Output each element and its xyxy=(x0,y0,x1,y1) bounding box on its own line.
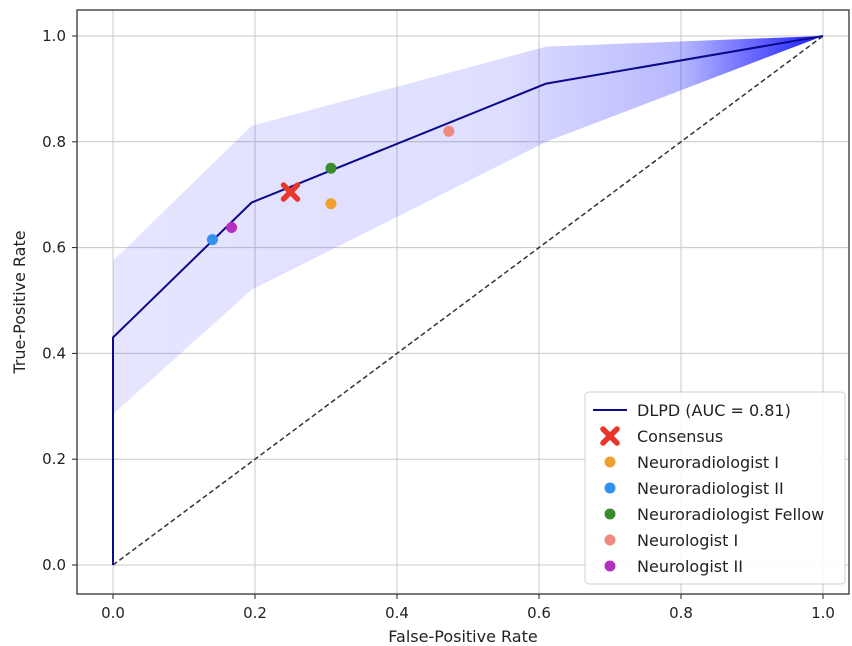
y-tick-label: 1.0 xyxy=(42,27,66,45)
x-axis-ticks: 0.0 0.2 0.4 0.6 0.8 1.0 xyxy=(101,594,835,622)
legend-swatch-neurologist-ii xyxy=(604,560,616,572)
legend: DLPD (AUC = 0.81) Consensus Neuroradiologi… xyxy=(584,391,846,585)
legend-swatch-consensus xyxy=(600,426,620,446)
marker-consensus xyxy=(280,182,301,202)
marker-neuroradiologist-fellow xyxy=(325,162,337,174)
y-tick-label: 0.8 xyxy=(42,133,66,151)
y-axis-label: True-Positive Rate xyxy=(10,230,29,374)
marker-neuroradiologist-ii xyxy=(206,234,218,246)
x-tick-label: 0.8 xyxy=(669,604,693,622)
chance-diagonal-line xyxy=(112,35,824,566)
marker-neuroradiologist-i xyxy=(325,198,337,210)
marker-neurologist-i xyxy=(443,125,455,137)
plot-frame xyxy=(76,9,850,595)
y-tick-label: 0.0 xyxy=(42,556,66,574)
legend-label-neuroradiologist-ii: Neuroradiologist II xyxy=(637,479,784,498)
legend-swatch-neuroradiologist-i xyxy=(604,456,616,468)
y-axis-ticks: 0.0 0.2 0.4 0.6 0.8 1.0 xyxy=(42,27,77,574)
legend-label-consensus: Consensus xyxy=(637,427,723,446)
legend-swatch-neuroradiologist-ii xyxy=(604,482,616,494)
x-axis-label: False-Positive Rate xyxy=(388,627,537,646)
plot-area xyxy=(112,35,824,566)
legend-swatch-neurologist-i xyxy=(604,534,616,546)
confidence-band xyxy=(113,36,823,415)
roc-curve-line xyxy=(112,35,824,565)
legend-label-neurologist-i: Neurologist I xyxy=(637,531,738,550)
legend-label-neurologist-ii: Neurologist II xyxy=(637,557,743,576)
x-tick-label: 1.0 xyxy=(811,604,835,622)
marker-neurologist-ii xyxy=(226,221,238,233)
y-tick-label: 0.6 xyxy=(42,239,66,257)
y-tick-label: 0.4 xyxy=(42,344,66,362)
y-tick-label: 0.2 xyxy=(42,450,66,468)
legend-label-neuroradiologist-i: Neuroradiologist I xyxy=(637,453,779,472)
legend-swatch-neuroradiologist-fellow xyxy=(604,508,616,520)
x-tick-label: 0.6 xyxy=(527,604,551,622)
legend-box xyxy=(584,391,846,585)
legend-label-neuroradiologist-fellow: Neuroradiologist Fellow xyxy=(637,505,824,524)
legend-label-roc-curve: DLPD (AUC = 0.81) xyxy=(637,401,791,420)
x-tick-label: 0.0 xyxy=(101,604,125,622)
x-tick-label: 0.2 xyxy=(243,604,267,622)
x-tick-label: 0.4 xyxy=(385,604,409,622)
